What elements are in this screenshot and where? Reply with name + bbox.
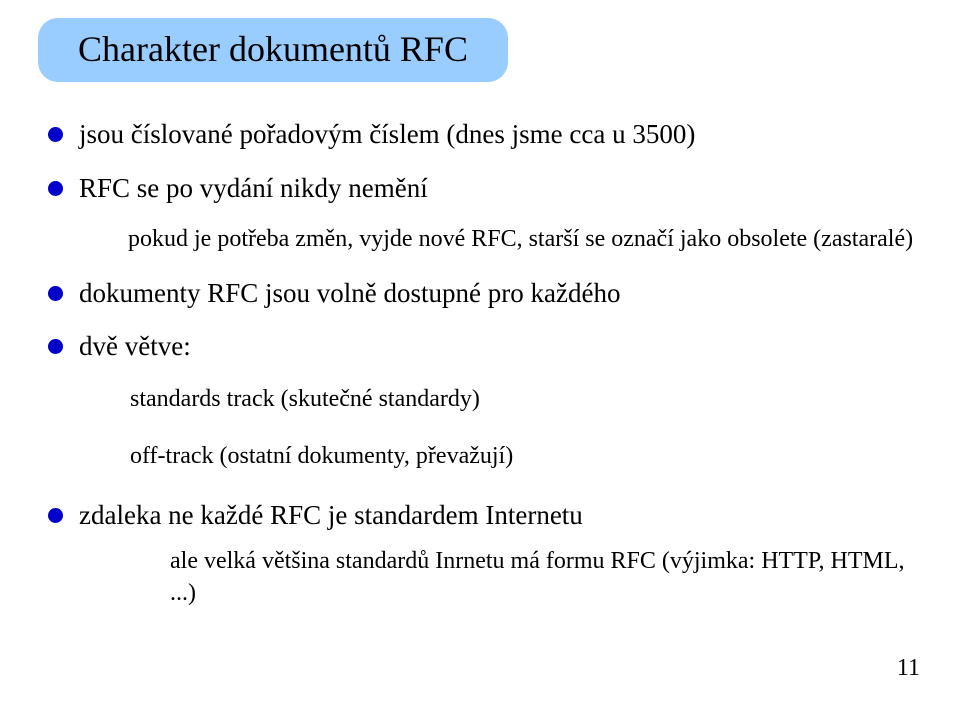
bullet-subtext: pokud je potřeba změn, vyjde nové RFC, s… <box>128 224 918 255</box>
bullet-text: dokumenty RFC jsou volně dostupné pro ka… <box>79 277 620 311</box>
page-number: 11 <box>897 655 920 682</box>
bullet-dot-icon <box>48 286 63 301</box>
bullet-text: RFC se po vydání nikdy nemění <box>79 172 428 206</box>
bullet-dot-icon <box>48 508 63 523</box>
bullet-text: zdaleka ne každé RFC je standardem Inter… <box>79 499 583 533</box>
bullet-dot-icon <box>48 181 63 196</box>
bullet-item: RFC se po vydání nikdy nemění <box>48 172 918 206</box>
bullet-dot-icon <box>48 127 63 142</box>
slide-title: Charakter dokumentů RFC <box>78 30 468 70</box>
bullet-text: dvě větve: <box>79 330 191 364</box>
bullet-item: dvě větve: <box>48 330 918 364</box>
title-block: Charakter dokumentů RFC <box>38 18 508 82</box>
bullet-subtext: ale velká většina standardů Inrnetu má f… <box>170 546 918 608</box>
bullet-child-text: off-track (ostatní dokumenty, převažují) <box>130 441 918 472</box>
content-area: jsou číslované pořadovým číslem (dnes js… <box>48 118 918 631</box>
bullet-text: jsou číslované pořadovým číslem (dnes js… <box>79 118 695 152</box>
bullet-item: zdaleka ne každé RFC je standardem Inter… <box>48 499 918 533</box>
slide: Charakter dokumentů RFC jsou číslované p… <box>0 0 960 702</box>
bullet-item: jsou číslované pořadovým číslem (dnes js… <box>48 118 918 152</box>
bullet-item: dokumenty RFC jsou volně dostupné pro ka… <box>48 277 918 311</box>
bullet-child-text: standards track (skutečné standardy) <box>130 384 918 415</box>
bullet-dot-icon <box>48 339 63 354</box>
